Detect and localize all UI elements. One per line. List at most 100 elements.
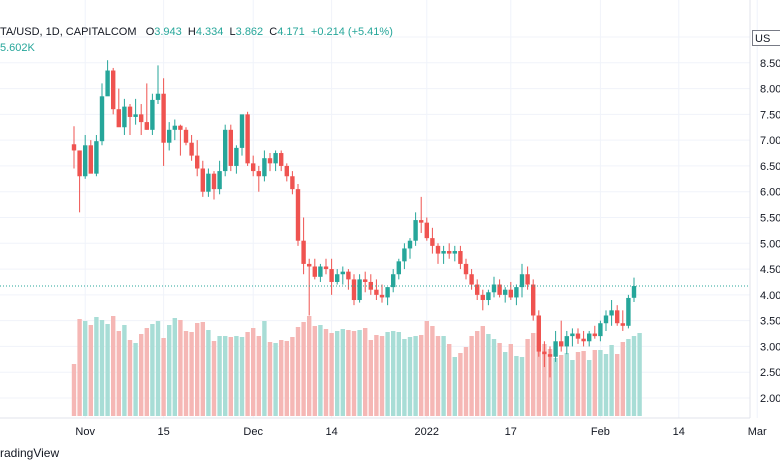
candle-body (547, 354, 553, 357)
tradingview-brand[interactable]: radingView (0, 446, 60, 460)
candle-body (122, 106, 127, 128)
candle-body (559, 341, 564, 347)
volume-bar (357, 330, 362, 416)
volume-bar (323, 329, 329, 416)
price-tick-label: 6.500 (760, 161, 780, 173)
volume-bar (419, 335, 424, 416)
time-tick-label: 14 (673, 426, 685, 438)
volume-bar (206, 330, 211, 416)
candle-body (463, 263, 469, 275)
candle-body (116, 109, 121, 128)
candle-body (217, 171, 222, 190)
price-tick-label: 3.000 (760, 341, 780, 353)
volume-bar (150, 324, 155, 416)
low-label: L (229, 26, 236, 38)
volume-bar (189, 332, 194, 416)
candle-body (615, 310, 620, 324)
volume-bar (116, 331, 121, 416)
candle-body (620, 323, 625, 326)
volume-bar (598, 350, 603, 416)
candle-body (234, 147, 239, 166)
candle-body (430, 238, 435, 246)
volume-bar (312, 326, 317, 416)
candle-body (133, 114, 138, 117)
candle-body (228, 129, 233, 166)
volume-bar (234, 336, 239, 416)
time-axis[interactable]: Nov 15 Dec 14 2022 17 Feb 14 Mar (75, 426, 767, 438)
close-value: 4.171 (277, 26, 305, 38)
candle-body (307, 263, 312, 267)
high-label: H (187, 26, 196, 38)
volume-bar (486, 334, 491, 416)
time-tick-label: Feb (591, 426, 610, 438)
candle-body (223, 129, 228, 172)
volume-bar (318, 325, 323, 416)
candle-body (295, 189, 301, 241)
candle-body (447, 251, 452, 254)
volume-bar (430, 326, 435, 416)
open-label: O (145, 26, 155, 38)
candle-body (542, 351, 547, 355)
price-tick-label: 8.000 (760, 84, 780, 96)
volume-bar (480, 326, 485, 416)
candlesticks (71, 60, 637, 378)
volume-bar (155, 321, 161, 416)
candle-body (469, 274, 474, 285)
volume-bar (497, 343, 502, 416)
volume-bar (183, 331, 189, 416)
volume-bar (514, 356, 519, 416)
volume-bar (491, 339, 497, 416)
close-label: C (269, 26, 278, 38)
volume-bar (111, 316, 116, 416)
candle-body (514, 287, 519, 298)
volume-bar (385, 332, 390, 416)
volume-bar (553, 358, 558, 416)
volume-legend: 5.602K (0, 42, 35, 54)
volume-bar (211, 341, 217, 416)
volume-bar (374, 335, 379, 416)
candle-body (88, 145, 93, 174)
volume-bar (475, 331, 480, 416)
candle-body (94, 141, 99, 174)
symbol-label: TA/USD, 1D, CAPITALCOM (0, 26, 137, 38)
candle-body (592, 333, 597, 337)
candle-body (256, 171, 261, 177)
volume-bar (603, 354, 609, 416)
volume-bar (564, 353, 569, 416)
candle-body (262, 158, 267, 177)
volume-bar (637, 333, 642, 416)
volume-bar (99, 320, 105, 416)
volume-bar (519, 357, 525, 416)
price-tick-label: 5.000 (760, 238, 780, 250)
candle-body (351, 279, 357, 301)
candle-body (525, 274, 530, 285)
volume-bar (273, 343, 278, 416)
volume-bar (351, 331, 357, 416)
candle-body (105, 70, 110, 97)
candle-body (273, 153, 278, 164)
candle-body (413, 220, 418, 241)
candle-body (536, 315, 541, 352)
time-tick-label: 15 (157, 426, 169, 438)
candle-body (419, 220, 424, 223)
candle-body (200, 168, 205, 192)
candle-body (497, 284, 502, 295)
candle-body (357, 279, 362, 301)
candle-body (570, 333, 575, 337)
volume-bar (503, 352, 508, 416)
price-axis[interactable]: 8.500 8.000 7.500 7.000 6.500 6.000 5.500 5.000… (760, 58, 780, 405)
time-tick-label: Dec (243, 426, 263, 438)
candle-body (206, 173, 211, 192)
volume-bar (531, 333, 536, 416)
candle-body (441, 251, 446, 254)
volume-bar (290, 337, 295, 416)
volume-bar (239, 337, 245, 416)
candle-body (587, 333, 592, 342)
candle-body (407, 240, 413, 249)
candle-body (71, 144, 77, 151)
currency-box[interactable]: US (752, 30, 780, 46)
candle-body (491, 284, 497, 293)
candle-body (626, 297, 631, 326)
price-tick-label: 4.500 (760, 264, 780, 276)
